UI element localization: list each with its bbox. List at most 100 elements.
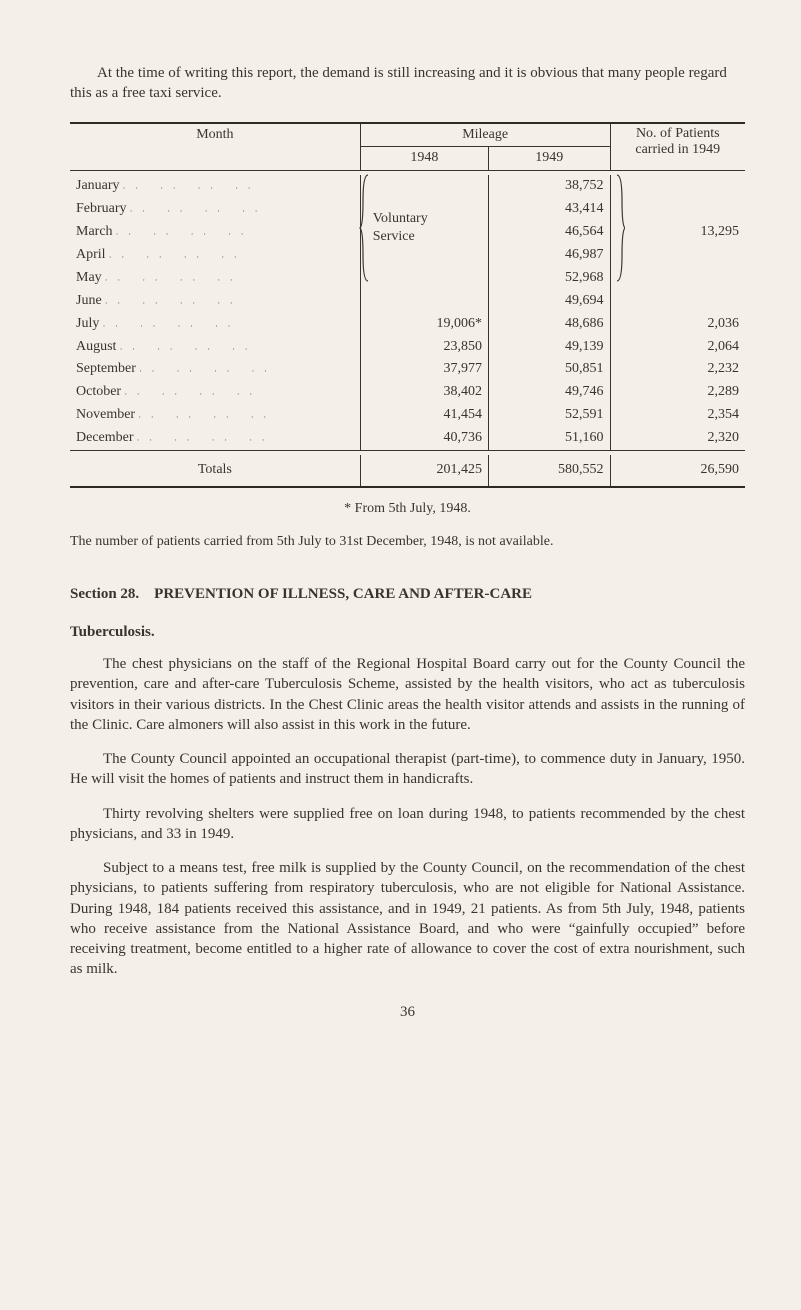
cell-patients: 2,036 [610, 313, 745, 336]
cell-month: April . . . . . . . . [70, 244, 360, 267]
cell-1948: 38,402 [360, 381, 488, 404]
cell-month: March . . . . . . . . [70, 221, 360, 244]
table-row: October . . . . . . . .38,40249,7462,289 [70, 381, 745, 404]
month-label: July [76, 316, 99, 331]
table-row: December . . . . . . . . 40,736 51,160 2,32… [70, 427, 745, 450]
paragraph-1: The chest physicians on the staff of the… [70, 654, 745, 735]
month-label: April [76, 247, 106, 262]
cell-1948 [360, 221, 488, 244]
cell-1949: 49,139 [489, 336, 611, 359]
cell-month: May . . . . . . . . [70, 267, 360, 290]
totals-patients: 26,590 [610, 455, 745, 486]
val-patients: 2,289 [708, 384, 740, 399]
cell-patients: 2,064 [610, 336, 745, 359]
table-row: February . . . . . . . . 43,414 [70, 198, 745, 221]
th-patients-l2: carried in 1949 [635, 142, 720, 157]
intro-paragraph: At the time of writing this report, the … [70, 63, 745, 104]
totals-1948: 201,425 [360, 455, 488, 486]
page-number: 36 [70, 1002, 745, 1022]
th-1949: 1949 [489, 147, 611, 171]
val-1948: 38,402 [444, 384, 483, 399]
subhead-tuberculosis: Tuberculosis. [70, 622, 745, 642]
cell-1949: 43,414 [489, 198, 611, 221]
cell-month: September . . . . . . . . [70, 358, 360, 381]
cell-1948 [360, 267, 488, 290]
cell-1949: 51,160 [489, 427, 611, 450]
cell-month: October . . . . . . . . [70, 381, 360, 404]
cell-patients [610, 244, 745, 267]
table-row: July . . . . . . . . 19,006* 48,686 2,036 [70, 313, 745, 336]
paragraph-3: Thirty revolving shelters were supplied … [70, 804, 745, 845]
mileage-table-wrap: Month Mileage No. of Patients carried in… [70, 122, 745, 488]
cell-1949: 52,591 [489, 404, 611, 427]
section-name: PREVENTION OF ILLNESS, CARE AND AFTER-CA… [154, 586, 532, 602]
month-label: March [76, 224, 113, 239]
cell-1948: 19,006* [360, 313, 488, 336]
availability-note: The number of patients carried from 5th … [70, 533, 745, 552]
val-1948: 41,454 [444, 407, 483, 422]
paragraph-4: Subject to a means test, free milk is su… [70, 858, 745, 980]
cell-1949: 52,968 [489, 267, 611, 290]
month-label: November [76, 407, 135, 422]
cell-patients [610, 175, 745, 198]
section-number: Section 28. [70, 586, 139, 602]
totals-row: Totals 201,425 580,552 26,590 [70, 455, 745, 486]
val-1948: 23,850 [444, 339, 483, 354]
table-row: May . . . . . . . . 52,968 [70, 267, 745, 290]
month-label: June [76, 293, 102, 308]
cell-1948: 37,977 [360, 358, 488, 381]
cell-1948: 40,736 [360, 427, 488, 450]
totals-1949: 580,552 [489, 455, 611, 486]
table-bot-rule [70, 486, 745, 488]
table-row: March . . . . . . . . 46,56413,295 [70, 221, 745, 244]
cell-1949: 46,564 [489, 221, 611, 244]
month-label: February [76, 201, 127, 216]
totals-label: Totals [70, 455, 360, 486]
mileage-table: Month Mileage No. of Patients carried in… [70, 124, 745, 486]
month-label: December [76, 430, 134, 445]
val-patients: 2,320 [708, 430, 740, 445]
val-1948: 19,006* [437, 316, 483, 331]
cell-1948: Voluntary Service [360, 175, 488, 198]
cell-patients [610, 198, 745, 221]
val-patients: 2,354 [708, 407, 740, 422]
th-patients-l1: No. of Patients [636, 126, 720, 141]
table-row: June . . . . . . . .49,694 [70, 290, 745, 313]
cell-patients: 13,295 [610, 221, 745, 244]
table-row: April . . . . . . . .46,987 [70, 244, 745, 267]
month-label: August [76, 339, 116, 354]
cell-1949: 48,686 [489, 313, 611, 336]
month-label: January [76, 178, 120, 193]
cell-1948 [360, 290, 488, 313]
cell-month: June . . . . . . . . [70, 290, 360, 313]
cell-1948 [360, 198, 488, 221]
month-label: September [76, 361, 136, 376]
val-patients: 2,036 [708, 316, 740, 331]
cell-month: December . . . . . . . . [70, 427, 360, 450]
cell-month: August . . . . . . . . [70, 336, 360, 359]
cell-month: November . . . . . . . . [70, 404, 360, 427]
cell-month: July . . . . . . . . [70, 313, 360, 336]
val-1948: 40,736 [444, 430, 483, 445]
cell-1949: 50,851 [489, 358, 611, 381]
cell-1948: 23,850 [360, 336, 488, 359]
table-row: August . . . . . . . . 23,850 49,139 2,064 [70, 336, 745, 359]
month-label: May [76, 270, 102, 285]
cell-month: February . . . . . . . . [70, 198, 360, 221]
paragraph-2: The County Council appointed an occupati… [70, 749, 745, 790]
cell-patients: 2,289 [610, 381, 745, 404]
section-title: Section 28. PREVENTION OF ILLNESS, CARE … [70, 584, 745, 604]
th-patients: No. of Patients carried in 1949 [610, 124, 745, 171]
cell-1948 [360, 244, 488, 267]
table-row: September . . . . . . . .37,97750,8512,2… [70, 358, 745, 381]
th-month: Month [70, 124, 360, 171]
cell-1949: 38,752 [489, 175, 611, 198]
cell-patients [610, 267, 745, 290]
table-row: November . . . . . . . . 41,454 52,591 2,35… [70, 404, 745, 427]
month-label: October [76, 384, 121, 399]
th-1948: 1948 [360, 147, 488, 171]
cell-1948: 41,454 [360, 404, 488, 427]
cell-patients: 2,320 [610, 427, 745, 450]
val-patients: 2,064 [708, 339, 740, 354]
table-row: January . . . . . . . . Voluntary Servic… [70, 175, 745, 198]
